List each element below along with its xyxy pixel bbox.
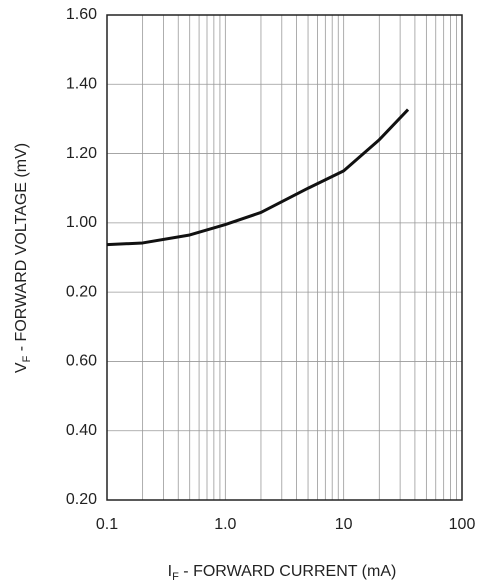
x-label-symbol: I [168, 563, 172, 580]
y-axis-title: VF - FORWARD VOLTAGE (mV) [13, 143, 33, 373]
y-tick-label: 0.40 [66, 422, 97, 439]
grid [106, 14, 463, 501]
x-tick-label: 0.1 [96, 516, 118, 533]
y-label-subscript: F [21, 355, 33, 362]
data-line [106, 108, 410, 247]
y-tick-label: 1.00 [66, 214, 97, 231]
y-tick-label: 1.60 [66, 6, 97, 23]
y-tick-label: 1.20 [66, 145, 97, 162]
x-tick-label: 100 [449, 516, 476, 533]
x-label-text: - FORWARD CURRENT (mA) [179, 563, 396, 580]
y-tick-label: 0.20 [66, 283, 97, 300]
y-tick-label: 1.40 [66, 76, 97, 93]
y-label-symbol: V [13, 362, 30, 373]
plot-frame [106, 14, 463, 501]
x-tick-label: 1.0 [214, 516, 236, 533]
y-tick-label: 0.20 [66, 491, 97, 508]
x-tick-label: 10 [335, 516, 353, 533]
y-label-text: - FORWARD VOLTAGE (mV) [13, 143, 30, 356]
x-axis-title: IF - FORWARD CURRENT (mA) [168, 563, 397, 583]
x-label-subscript: F [172, 571, 179, 583]
y-tick-label: 0.60 [66, 353, 97, 370]
